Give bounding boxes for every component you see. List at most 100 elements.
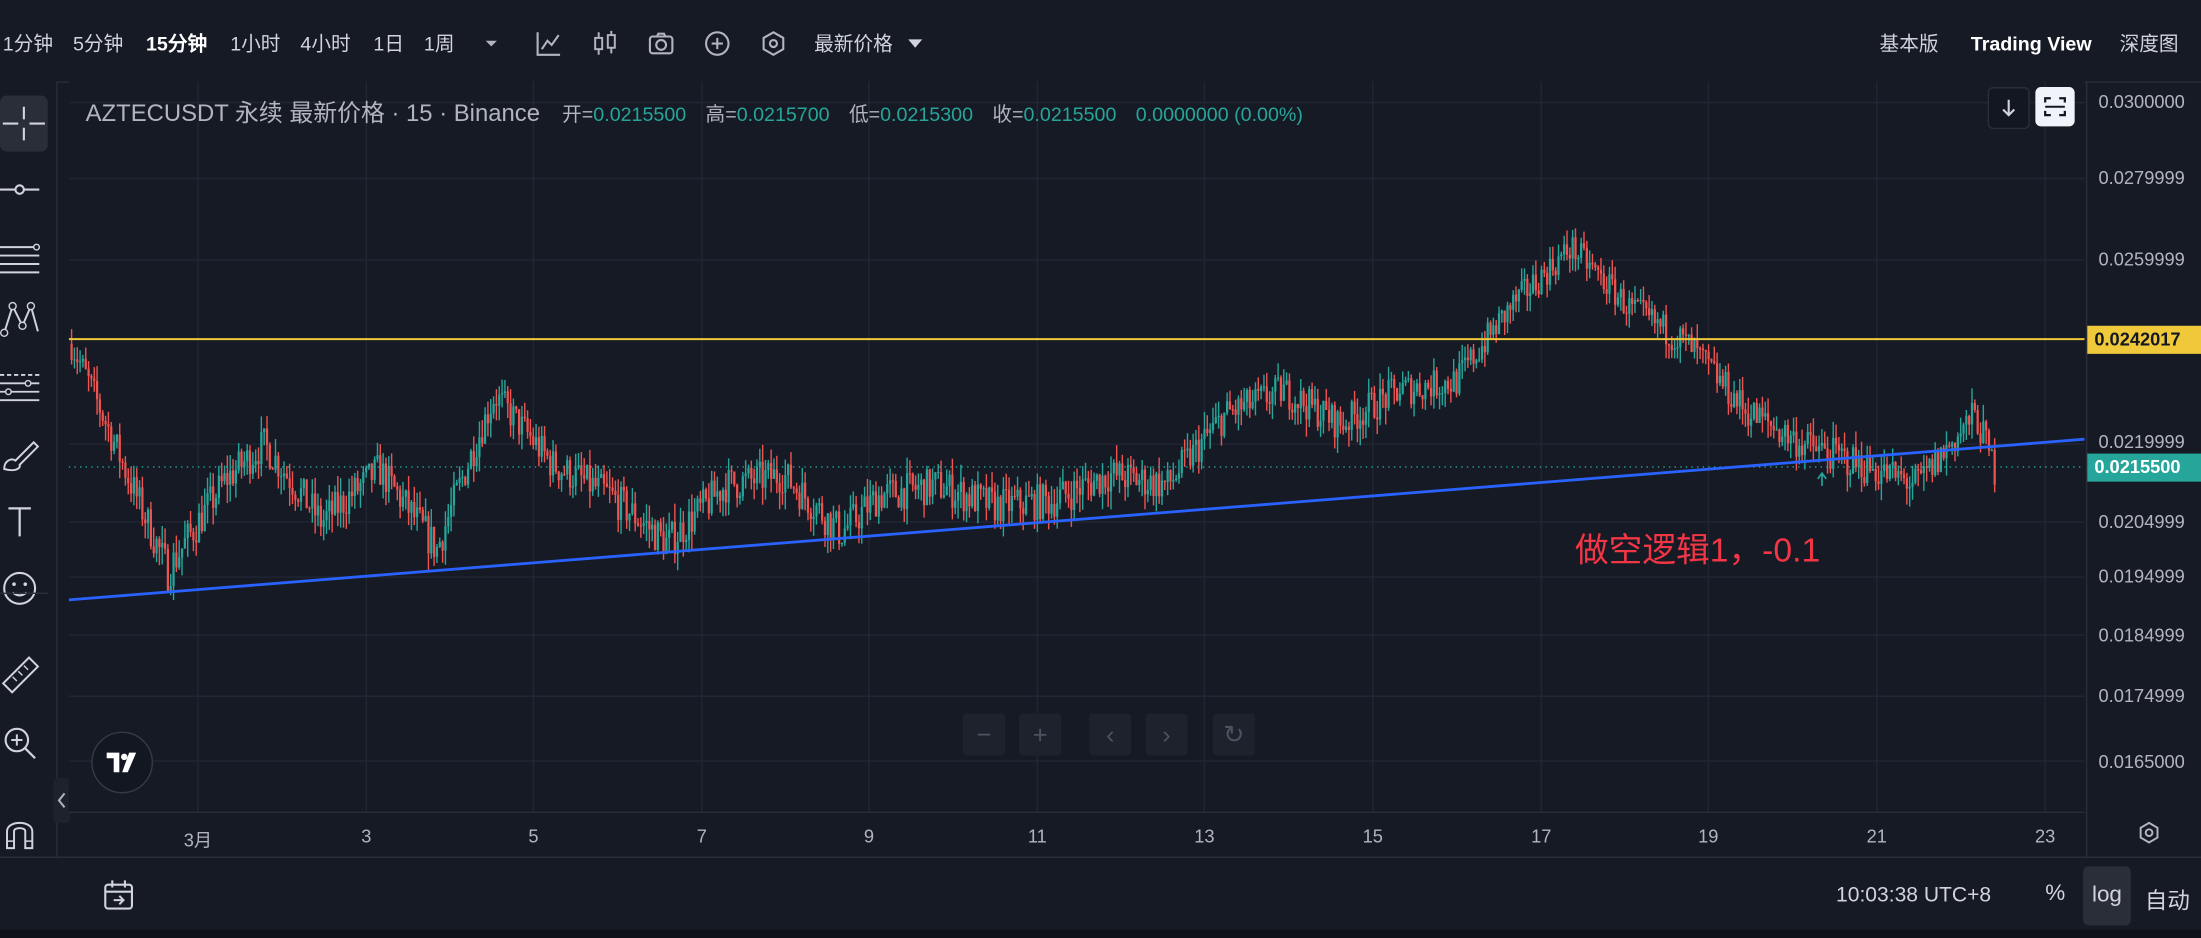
fib-tool[interactable] [0, 236, 42, 278]
pattern-tool[interactable] [0, 298, 42, 340]
clock-time[interactable]: 10:03:38 UTC+8 [1836, 883, 1992, 908]
candle-body [1427, 382, 1430, 388]
candle-body [410, 501, 413, 513]
price-axis[interactable]: 0.0300000 0.0279999 0.0259999 0.0219999 … [2085, 81, 2201, 857]
price-chart[interactable] [68, 81, 2085, 812]
candle-body [1616, 297, 1620, 305]
reset-chart-button[interactable]: ↻ [1212, 713, 1255, 756]
zoom-out-button[interactable]: − [962, 713, 1006, 756]
candle-body [146, 509, 150, 524]
timeframe-5m[interactable]: 5分钟 [72, 32, 124, 55]
candle-body [1478, 359, 1481, 361]
projection-tool[interactable] [0, 362, 42, 404]
candle-body [195, 540, 198, 543]
text-tool[interactable] [0, 500, 42, 542]
candle-body [260, 431, 263, 465]
candle-body [1404, 379, 1407, 384]
candle-body [1803, 444, 1807, 456]
candle-style-icon[interactable] [590, 28, 621, 59]
candle-body [1580, 243, 1583, 258]
candle-body [1197, 439, 1200, 462]
candle-body [696, 498, 699, 512]
candle-body [515, 406, 518, 410]
candle-body [1778, 429, 1781, 442]
scroll-to-latest-button[interactable] [1987, 87, 2030, 130]
candle-body [1820, 442, 1824, 446]
candle-body [716, 491, 719, 497]
chart-canvas[interactable] [68, 81, 2085, 812]
line-tool[interactable] [0, 169, 42, 211]
zoom-in-button[interactable]: + [1019, 713, 1062, 756]
candle-body [551, 451, 555, 476]
percent-scale-toggle[interactable]: % [2045, 881, 2066, 906]
candle-body [413, 501, 416, 518]
candle-body [110, 426, 113, 451]
candle-body [557, 471, 560, 481]
candle-body [1514, 294, 1518, 302]
emoji-tool[interactable] [0, 567, 42, 609]
candle-body [1242, 401, 1246, 410]
tradingview-logo[interactable] [91, 731, 154, 794]
candle-body [727, 470, 730, 503]
candle-body [144, 519, 147, 524]
candle-body [636, 523, 640, 526]
candle-body [863, 496, 866, 507]
crosshair-tool[interactable] [0, 95, 48, 152]
candle-body [475, 457, 478, 467]
view-tradingview[interactable]: Trading View [1970, 32, 2092, 55]
candle-body [914, 484, 917, 490]
timeframe-15m[interactable]: 15分钟 [145, 32, 208, 55]
add-circle-icon[interactable] [702, 28, 733, 59]
fullscreen-button[interactable] [2035, 87, 2075, 127]
candle-body [1823, 442, 1826, 449]
auto-scale-toggle[interactable]: 自动 [2144, 890, 2190, 915]
candle-body [1452, 371, 1455, 392]
settings-hex-icon[interactable] [758, 28, 789, 59]
camera-icon[interactable] [646, 28, 677, 59]
candle-body [1517, 289, 1520, 302]
zoom-tool[interactable] [0, 722, 42, 764]
view-depth[interactable]: 深度图 [2119, 32, 2179, 55]
brush-tool[interactable] [0, 432, 42, 474]
timeframe-dropdown-icon[interactable] [480, 34, 502, 54]
scroll-left-button[interactable]: ‹ [1089, 713, 1132, 756]
view-basic[interactable]: 基本版 [1879, 32, 1939, 55]
time-axis[interactable]: 3月 3 5 7 9 11 13 15 17 19 21 23 [68, 811, 2085, 858]
candle-body [81, 358, 85, 362]
open-label: 开= [562, 102, 594, 125]
indicators-icon[interactable] [533, 28, 564, 59]
candle-body [1177, 473, 1181, 479]
candle-body [308, 508, 311, 510]
candle-body [240, 451, 243, 467]
candle-body [189, 523, 192, 532]
candle-body [781, 492, 784, 494]
candle-body [243, 461, 246, 467]
timeframe-4h[interactable]: 4小时 [300, 32, 351, 55]
log-scale-toggle[interactable]: log [2083, 866, 2131, 926]
candle-body [1070, 498, 1073, 510]
candle-body [1189, 448, 1192, 466]
candle-body [988, 487, 991, 509]
ruler-tool[interactable] [0, 654, 42, 696]
collapse-toolbar-button[interactable] [53, 777, 71, 823]
candle-body [384, 463, 388, 492]
candle-body [1619, 288, 1622, 298]
price-type-chevron-icon[interactable] [904, 34, 926, 54]
candle-body [299, 488, 303, 502]
magnet-tool[interactable] [0, 812, 42, 854]
timeframe-1d[interactable]: 1日 [373, 32, 404, 55]
candle-body [1730, 404, 1733, 407]
candle-body [76, 359, 79, 362]
candle-body [1676, 346, 1679, 349]
timeframe-1m[interactable]: 1分钟 [2, 32, 54, 55]
scroll-right-button[interactable]: › [1145, 713, 1188, 756]
chart-annotation[interactable]: 做空逻辑1，-0.1 [1574, 532, 1821, 571]
axis-settings-icon[interactable] [2135, 820, 2163, 848]
candle-body [588, 465, 592, 492]
goto-date-icon[interactable] [101, 878, 137, 915]
timeframe-1h[interactable]: 1小时 [230, 32, 281, 55]
candle-body [399, 489, 402, 507]
timeframe-1w[interactable]: 1周 [423, 32, 455, 55]
close-value: 0.0215500 [1023, 102, 1117, 125]
price-type-select[interactable]: 最新价格 [814, 32, 893, 55]
